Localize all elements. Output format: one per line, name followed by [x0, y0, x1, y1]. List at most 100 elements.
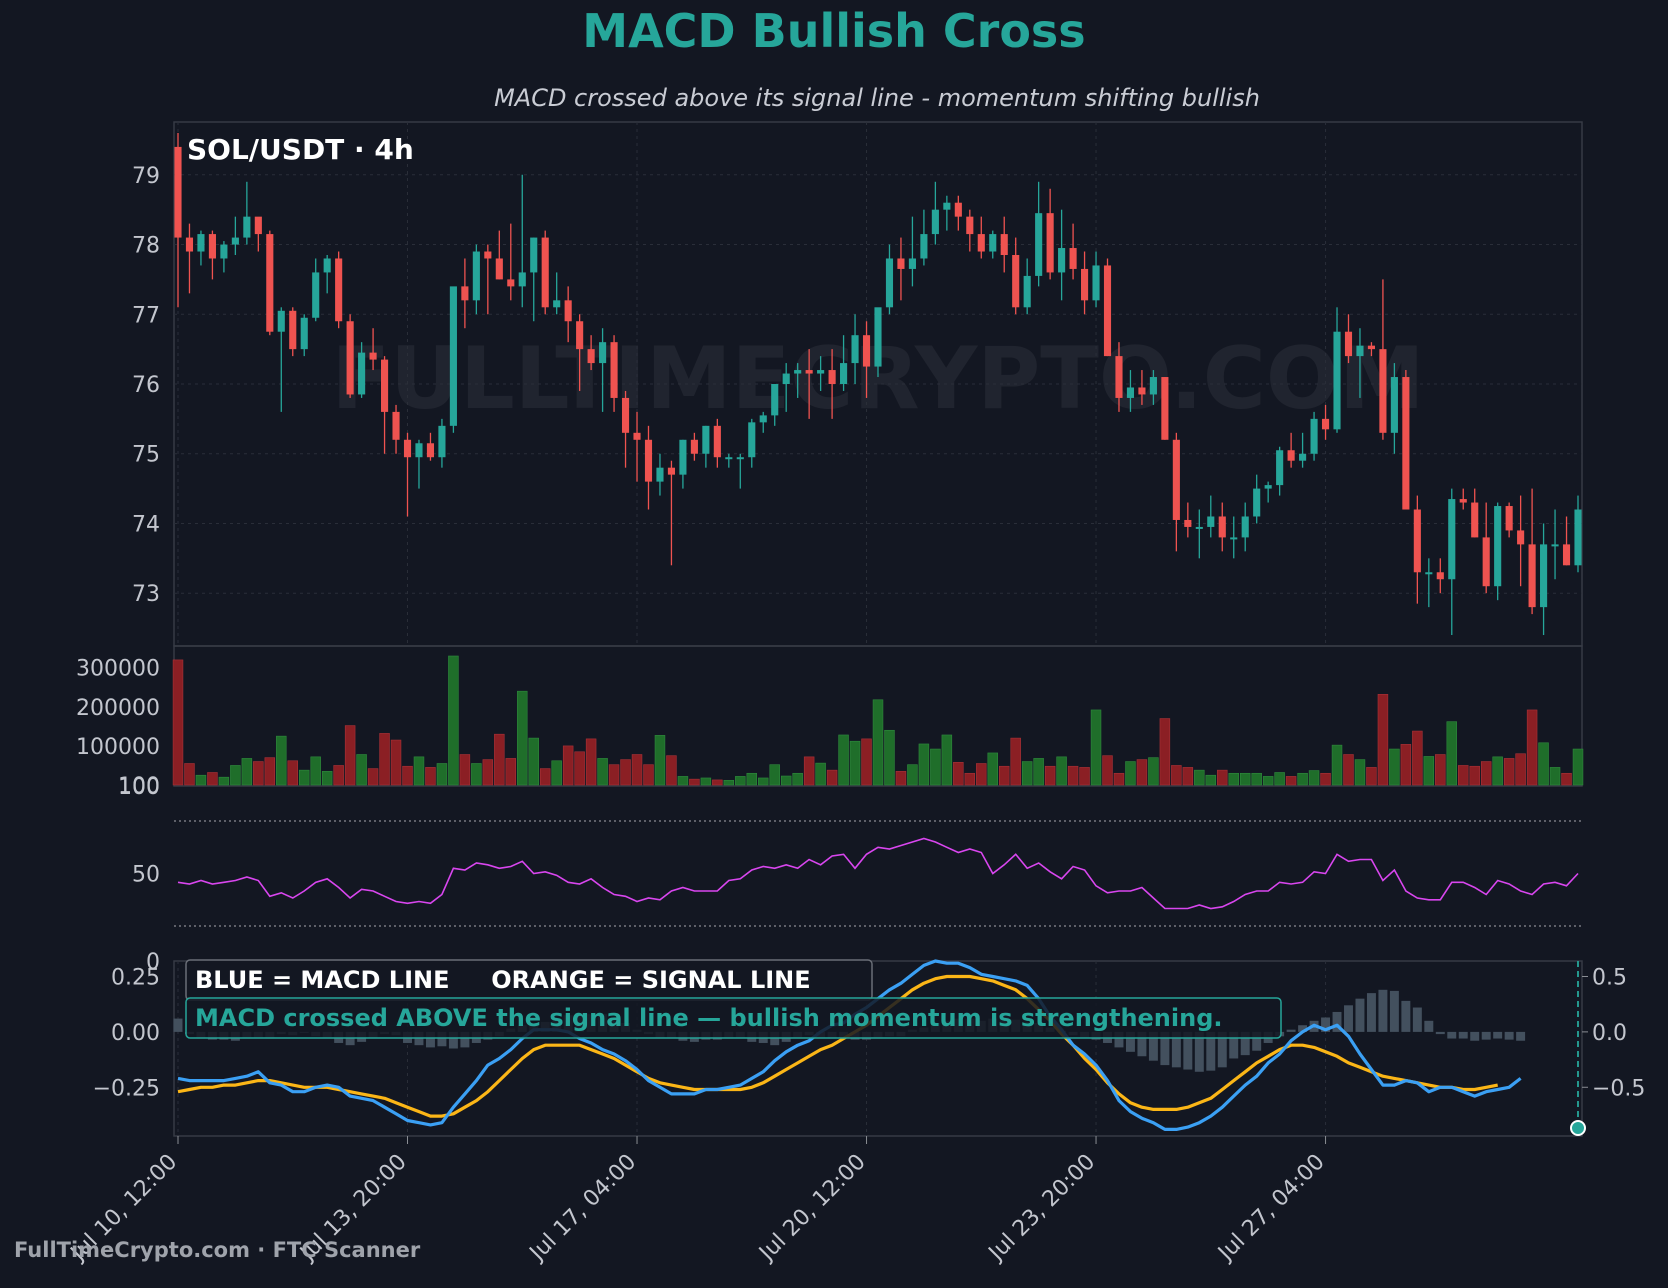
candle-body	[220, 244, 228, 259]
volume-bar	[494, 733, 505, 786]
histogram-bar	[1321, 1017, 1331, 1032]
candle-body	[1471, 502, 1479, 538]
candle-body	[461, 286, 469, 301]
volume-bar	[482, 759, 494, 786]
candle-body	[1081, 268, 1089, 301]
volume-bar	[574, 751, 585, 786]
candle-body	[289, 310, 297, 350]
volume-bar	[758, 777, 769, 786]
candle-body	[885, 258, 894, 308]
histogram-bar	[1286, 1029, 1296, 1032]
candle-body	[1035, 213, 1043, 276]
histogram-bar	[437, 1031, 447, 1047]
volume-bar	[1297, 772, 1308, 786]
rsi-axis-ticks: 0 50 100	[118, 775, 1582, 975]
histogram-bar	[1470, 1031, 1480, 1041]
candle-body	[874, 307, 882, 367]
volume-bar	[689, 778, 700, 786]
macd-legend-label: BLUE = MACD LINE ORANGE = SIGNAL LINE	[195, 966, 811, 994]
candle-body	[1344, 331, 1353, 357]
x-tick-label: Jul 27, 04:00	[1212, 1150, 1329, 1267]
candle-body	[1551, 544, 1559, 547]
crossover-annotation-text: MACD crossed ABOVE the signal line — bul…	[195, 1004, 1223, 1032]
candle-body	[1115, 356, 1123, 398]
macd-tick-label: −0.25	[93, 1076, 160, 1101]
volume-bar	[1159, 718, 1171, 786]
histogram-bar	[1332, 1011, 1342, 1032]
price-tick-label: 76	[132, 373, 160, 398]
rsi-tick-label: 100	[118, 775, 160, 800]
candle-body	[1310, 418, 1318, 454]
candle-body	[415, 443, 423, 458]
volume-bar	[815, 762, 826, 786]
macd-legend-box: BLUE = MACD LINE ORANGE = SIGNAL LINE	[185, 959, 873, 1001]
candle-body	[1448, 499, 1456, 580]
volume-bar	[1446, 721, 1458, 786]
volume-bar	[1469, 765, 1480, 786]
candle-body	[312, 272, 320, 318]
volume-bar	[1079, 767, 1090, 786]
volume-bar	[1366, 767, 1377, 786]
volume-bar	[700, 777, 712, 786]
volume-bar	[241, 758, 253, 786]
histogram-bar	[1424, 1020, 1434, 1032]
volume-bar	[1331, 744, 1343, 786]
volume-bar	[1125, 761, 1136, 786]
signal-line	[177, 974, 1499, 1118]
price-axis-ticks: 73 74 75 76 77 78 79	[132, 164, 160, 607]
candle-body	[1540, 544, 1548, 608]
volume-bar	[264, 757, 276, 786]
volume-bar	[172, 659, 184, 786]
candle-body	[530, 237, 538, 273]
candle-body	[633, 432, 641, 440]
candle-body	[1367, 345, 1375, 350]
candle-body	[610, 342, 618, 398]
volume-bar	[585, 738, 597, 786]
volume-bar	[367, 768, 379, 786]
candle-body	[495, 258, 503, 280]
candle-body	[381, 359, 389, 412]
candle-body	[771, 384, 779, 416]
candle-body	[1253, 488, 1261, 517]
volume-bar	[953, 762, 964, 786]
price-tick-label: 75	[132, 443, 160, 468]
volume-bar	[276, 735, 287, 786]
histogram-bar	[1378, 989, 1388, 1032]
volume-bar	[390, 739, 402, 786]
volume-bar	[849, 740, 861, 786]
volume-bar	[1561, 772, 1572, 786]
candle-body	[736, 457, 744, 460]
price-tick-label: 73	[132, 582, 160, 607]
candle-body	[1000, 234, 1008, 255]
volume-bar	[310, 756, 321, 786]
histogram-bar	[1435, 1031, 1445, 1035]
histogram-bar	[1148, 1031, 1158, 1061]
candle-body	[1390, 377, 1398, 433]
histogram-tick-label: 0.5	[1592, 966, 1627, 991]
volume-bar	[998, 765, 1010, 786]
candle-body	[1321, 418, 1330, 430]
candle-body	[599, 342, 607, 364]
volume-bar	[1044, 765, 1056, 786]
rsi-series	[177, 837, 1579, 910]
symbol-label: SOL/USDT · 4h	[187, 133, 414, 166]
histogram-tick-label: 0.0	[1592, 1021, 1627, 1046]
candle-body	[1299, 453, 1307, 461]
candle-body	[300, 317, 308, 350]
candle-body	[231, 237, 239, 245]
price-tick-label: 78	[132, 234, 160, 259]
volume-bar	[712, 779, 723, 786]
volume-bar	[528, 737, 539, 786]
candle-body	[1207, 516, 1215, 527]
histogram-bar	[1160, 1031, 1170, 1066]
candle-body	[335, 258, 343, 322]
volume-bar	[356, 754, 367, 786]
histogram-bar	[173, 1018, 183, 1032]
macd-panel: −0.25 0.00 0.25 −0.5 0.0 0.5 BLUE = MACD LIN…	[93, 959, 1645, 1137]
volume-bar	[803, 756, 815, 786]
volume-bar	[207, 772, 218, 786]
candle-body	[644, 439, 653, 482]
volume-bar	[826, 769, 838, 786]
volume-bar	[1320, 772, 1331, 786]
